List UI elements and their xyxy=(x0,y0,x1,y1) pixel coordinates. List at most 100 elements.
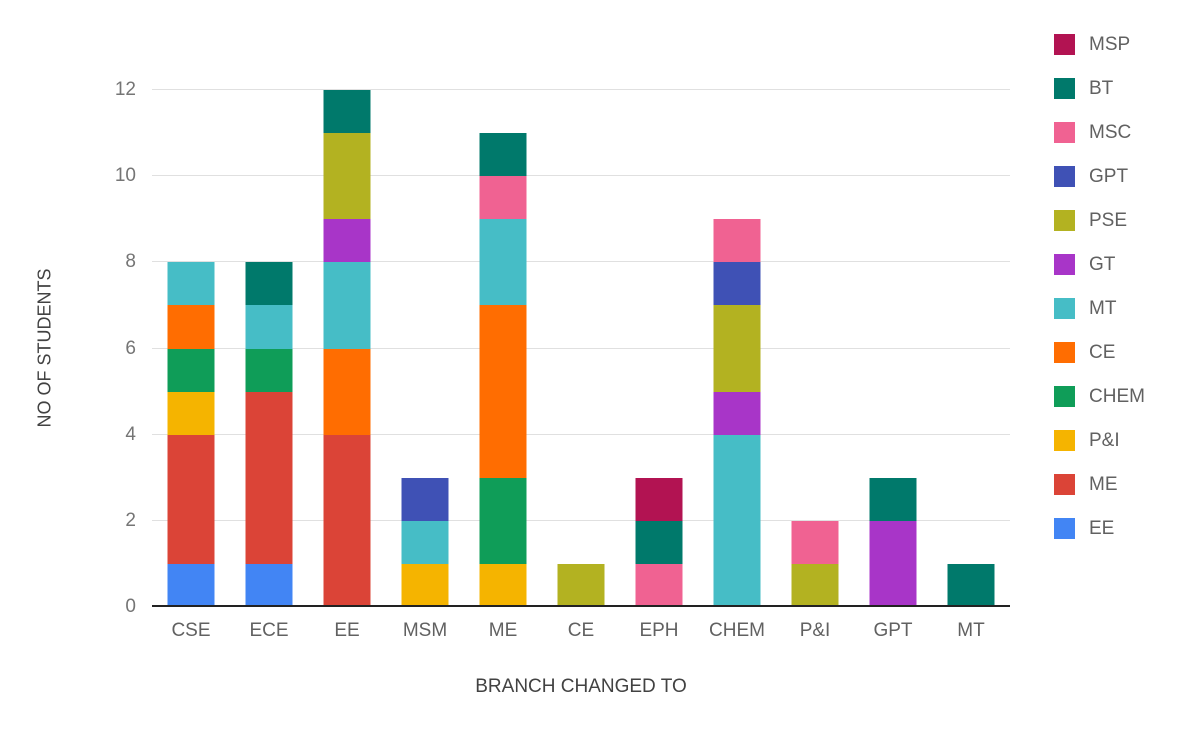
bar-segment-BT-ME[interactable] xyxy=(479,133,527,177)
bar-segment-BT-MT[interactable] xyxy=(947,563,995,607)
bar-segment-PSE-CE[interactable] xyxy=(557,563,605,607)
bar-ME xyxy=(479,133,527,607)
bar-segment-GT-GPT[interactable] xyxy=(869,520,917,607)
bar-segment-MSC-ME[interactable] xyxy=(479,176,527,220)
legend-swatch-GPT xyxy=(1054,166,1075,187)
y-tick-label: 0 xyxy=(125,596,136,617)
bar-segment-EE-CSE[interactable] xyxy=(167,563,215,607)
legend-swatch-GT xyxy=(1054,254,1075,275)
chart-legend: MSP BT MSC GPT PSE GT MT CE CHEM P&I ME EE xyxy=(1054,34,1145,562)
plot-area: 0 2 4 6 8 10 12 CSE ECE EE MSM ME CE EPH CHEM P&I GPT MT xyxy=(115,79,1010,641)
bar-segment-GT-EE[interactable] xyxy=(323,219,371,263)
legend-label: PSE xyxy=(1089,209,1128,231)
bar-segment-BT-EPH[interactable] xyxy=(635,520,683,564)
gridline xyxy=(152,519,1010,521)
bar-segment-MT-ECE[interactable] xyxy=(245,305,293,349)
bar-group-ME: ME xyxy=(464,90,542,641)
bar-segment-ME-CSE[interactable] xyxy=(167,434,215,564)
x-axis-baseline xyxy=(152,605,1010,607)
bar-segment-CE-ME[interactable] xyxy=(479,305,527,478)
bar-segment-CHEM-ECE[interactable] xyxy=(245,348,293,392)
y-tick-label: 10 xyxy=(114,165,136,187)
legend-label: CE xyxy=(1089,341,1116,363)
legend-swatch-CE xyxy=(1054,342,1075,363)
x-tick-label-ECE: ECE xyxy=(249,620,289,641)
x-tick-label-MSM: MSM xyxy=(402,620,448,641)
bar-segment-MSP-EPH[interactable] xyxy=(635,477,683,521)
x-tick-label-EE: EE xyxy=(334,620,360,641)
bar-CSE xyxy=(167,262,215,607)
bar-segment-BT-GPT[interactable] xyxy=(869,477,917,521)
bar-group-ECE: ECE xyxy=(230,90,308,641)
gridline xyxy=(152,89,1010,90)
bar-segment-MT-ME[interactable] xyxy=(479,219,527,306)
bar-segment-MT-EE[interactable] xyxy=(323,262,371,349)
x-tick-label-ME: ME xyxy=(488,620,518,641)
legend-item-BT[interactable]: BT xyxy=(1054,78,1145,99)
legend-item-ME[interactable]: ME xyxy=(1054,474,1145,495)
bar-EPH xyxy=(635,477,683,607)
legend-item-GPT[interactable]: GPT xyxy=(1054,166,1145,187)
bar-segment-BT-ECE[interactable] xyxy=(245,262,293,306)
legend-item-MT[interactable]: MT xyxy=(1054,298,1145,319)
bar-segment-PSE-CHEM[interactable] xyxy=(713,305,761,392)
bar-segment-EE-ECE[interactable] xyxy=(245,563,293,607)
bar-segment-MT-MSM[interactable] xyxy=(401,520,449,564)
bar-segment-MSC-EPH[interactable] xyxy=(635,563,683,607)
bar-segment-GT-CHEM[interactable] xyxy=(713,391,761,435)
legend-item-MSC[interactable]: MSC xyxy=(1054,122,1145,143)
bar-group-CSE: CSE xyxy=(152,90,230,641)
bar-segment-MT-CSE[interactable] xyxy=(167,262,215,306)
bar-segment-PSE-EE[interactable] xyxy=(323,133,371,220)
legend-item-GT[interactable]: GT xyxy=(1054,254,1145,275)
bar-segment-GPT-CHEM[interactable] xyxy=(713,262,761,306)
bar-segment-MT-CHEM[interactable] xyxy=(713,434,761,607)
legend-label: GT xyxy=(1089,253,1116,275)
bar-segment-P&I-MSM[interactable] xyxy=(401,563,449,607)
x-tick-label-CE: CE xyxy=(567,620,595,641)
bar-segment-CHEM-ME[interactable] xyxy=(479,477,527,564)
legend-item-CE[interactable]: CE xyxy=(1054,342,1145,363)
x-axis-title: BRANCH CHANGED TO xyxy=(475,676,687,697)
gridline xyxy=(152,433,1010,435)
bar-ECE xyxy=(245,262,293,607)
legend-label: EE xyxy=(1089,517,1115,539)
bar-segment-ME-ECE[interactable] xyxy=(245,391,293,564)
bar-GPT xyxy=(869,477,917,607)
bar-CHEM xyxy=(713,219,761,607)
x-tick-label-CHEM: CHEM xyxy=(709,620,765,641)
legend-item-PSE[interactable]: PSE xyxy=(1054,210,1145,231)
legend-item-MSP[interactable]: MSP xyxy=(1054,34,1145,55)
bar-segment-MSC-CHEM[interactable] xyxy=(713,219,761,263)
legend-swatch-MT xyxy=(1054,298,1075,319)
bar-segment-P&I-CSE[interactable] xyxy=(167,391,215,435)
gridline xyxy=(152,261,1010,263)
x-tick-label-CSE: CSE xyxy=(171,620,211,641)
x-tick-label-P&I: P&I xyxy=(799,620,831,641)
legend-item-P&I[interactable]: P&I xyxy=(1054,430,1145,451)
legend-label: BT xyxy=(1089,77,1114,99)
bar-segment-P&I-ME[interactable] xyxy=(479,563,527,607)
bar-segment-CE-EE[interactable] xyxy=(323,348,371,435)
legend-item-EE[interactable]: EE xyxy=(1054,518,1145,539)
bars-area: CSE ECE EE MSM ME CE EPH CHEM P&I GPT MT xyxy=(152,90,1010,641)
legend-label: GPT xyxy=(1089,165,1129,187)
bar-segment-ME-EE[interactable] xyxy=(323,434,371,607)
legend-item-CHEM[interactable]: CHEM xyxy=(1054,386,1145,407)
bar-segment-BT-EE[interactable] xyxy=(323,90,371,134)
bar-segment-CHEM-CSE[interactable] xyxy=(167,348,215,392)
bar-segment-PSE-P&I[interactable] xyxy=(791,563,839,607)
gridline xyxy=(152,175,1010,177)
bar-segment-MSC-P&I[interactable] xyxy=(791,520,839,564)
legend-label: CHEM xyxy=(1089,385,1145,407)
bar-segment-GPT-MSM[interactable] xyxy=(401,477,449,521)
legend-label: ME xyxy=(1089,473,1118,495)
bar-segment-CE-CSE[interactable] xyxy=(167,305,215,349)
bar-group-MSM: MSM xyxy=(386,90,464,641)
bar-MSM xyxy=(401,477,449,607)
legend-label: MSC xyxy=(1089,121,1132,143)
x-tick-label-GPT: GPT xyxy=(873,620,913,641)
bar-CE xyxy=(557,563,605,607)
bar-EE xyxy=(323,90,371,607)
